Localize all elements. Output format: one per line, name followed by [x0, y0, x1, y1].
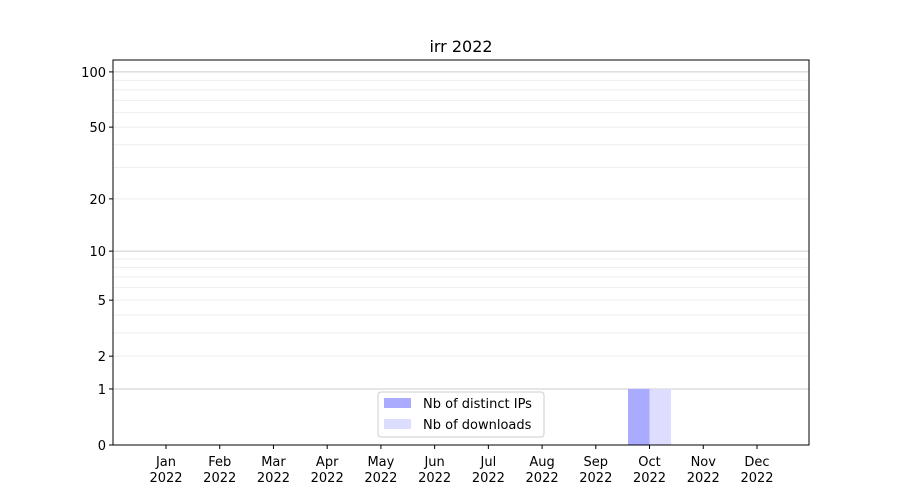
- x-tick-label: Jan 2022: [149, 455, 182, 486]
- legend-swatch: [384, 398, 411, 408]
- bar: [628, 388, 650, 445]
- y-tick-label: 5: [98, 294, 106, 309]
- y-tick-label: 1: [98, 383, 106, 398]
- y-tick-label: 2: [98, 350, 106, 365]
- x-tick-label: Oct 2022: [633, 455, 666, 486]
- y-tick-label: 100: [81, 66, 106, 81]
- legend-box: [377, 391, 545, 438]
- x-tick-label: Jun 2022: [418, 455, 451, 486]
- x-tick-label: Feb 2022: [203, 455, 236, 486]
- y-tick-label: 20: [89, 193, 106, 208]
- bar: [649, 388, 672, 445]
- y-tick-label: 10: [89, 245, 106, 260]
- x-tick-label: May 2022: [364, 455, 397, 486]
- x-tick-label: Jul 2022: [472, 455, 505, 486]
- plot-frame: [112, 59, 810, 446]
- x-tick-label: Apr 2022: [311, 455, 344, 486]
- x-tick-label: Mar 2022: [257, 455, 290, 486]
- y-tick-label: 50: [89, 121, 106, 136]
- y-tick-label: 0: [98, 439, 106, 454]
- chart-title: irr 2022: [429, 37, 492, 56]
- legend-label: Nb of distinct IPs: [423, 397, 532, 412]
- legend-label: Nb of downloads: [423, 418, 532, 433]
- x-tick-label: Dec 2022: [740, 455, 773, 486]
- x-tick-label: Aug 2022: [526, 455, 559, 486]
- x-tick-label: Sep 2022: [579, 455, 612, 486]
- x-tick-label: Nov 2022: [687, 455, 720, 486]
- legend: Nb of distinct IPs Nb of downloads: [377, 391, 545, 438]
- legend-swatch: [384, 419, 411, 429]
